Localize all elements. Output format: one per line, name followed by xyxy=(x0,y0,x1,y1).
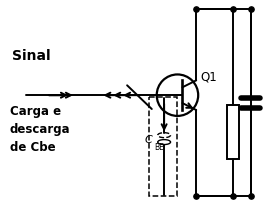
Text: BE: BE xyxy=(154,143,164,152)
Text: Sinal: Sinal xyxy=(12,49,50,63)
Text: Carga e
descarga
de Cbe: Carga e descarga de Cbe xyxy=(9,105,70,154)
Text: Q1: Q1 xyxy=(200,71,217,84)
Bar xyxy=(149,97,178,196)
Text: C: C xyxy=(145,135,153,145)
Bar xyxy=(227,105,239,159)
